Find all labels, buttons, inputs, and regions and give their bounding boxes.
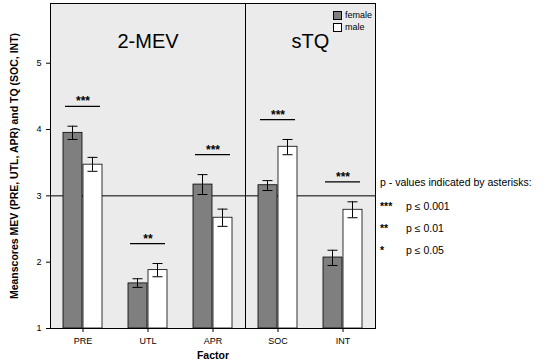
svg-text:2: 2 [36,257,41,267]
svg-text:2-MEV: 2-MEV [117,30,179,52]
svg-text:**: ** [143,232,153,246]
svg-text:SOC: SOC [268,336,288,346]
html-text:p - values indicated by asteri: p - values indicated by asterisks: [380,176,532,188]
html-text:p ≤ 0.001: p ≤ 0.001 [406,200,450,212]
svg-text:sTQ: sTQ [292,30,330,52]
svg-text:Factor: Factor [197,349,229,361]
svg-text:Meanscores MEV (PRE, UTL, APR): Meanscores MEV (PRE, UTL, APR) and TQ (S… [8,33,20,299]
svg-text:APR: APR [204,336,223,346]
html-text:female: female [345,10,372,20]
html-text:p ≤ 0.01: p ≤ 0.01 [406,222,444,234]
svg-text:***: *** [271,108,285,122]
html-text:p ≤ 0.05: p ≤ 0.05 [406,244,444,256]
svg-text:5: 5 [36,58,41,68]
svg-text:PRE: PRE [74,336,93,346]
svg-text:***: *** [76,94,90,108]
svg-text:INT: INT [336,336,351,346]
html-text:male: male [345,22,365,32]
svg-text:1: 1 [36,323,41,333]
svg-text:***: *** [206,143,220,157]
svg-text:3: 3 [36,191,41,201]
svg-text:UTL: UTL [139,336,156,346]
svg-text:4: 4 [36,124,41,134]
svg-text:***: *** [336,170,350,184]
